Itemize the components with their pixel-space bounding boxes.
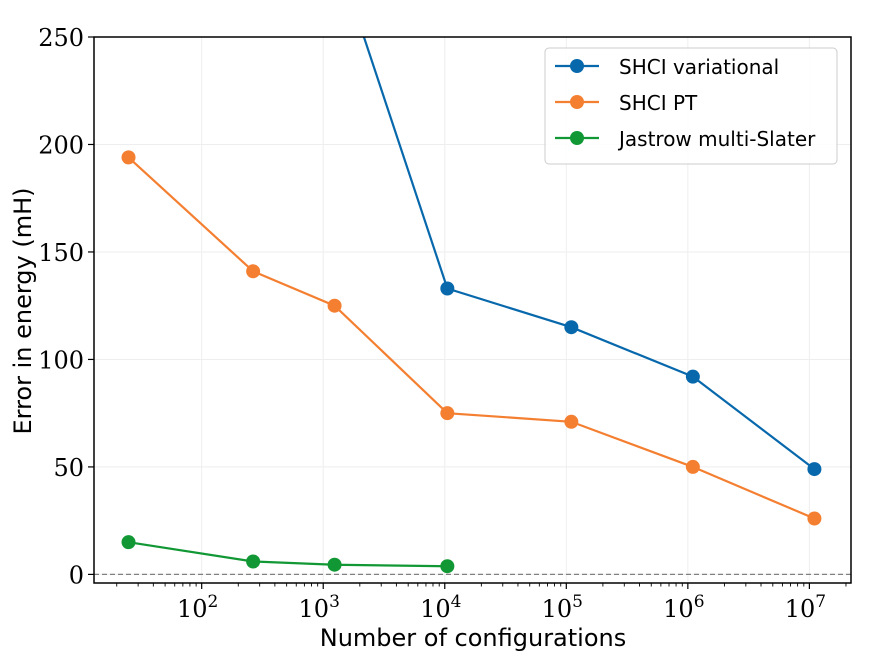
data-point bbox=[564, 320, 579, 335]
legend-marker bbox=[570, 59, 584, 73]
series-1 bbox=[121, 150, 822, 526]
data-point bbox=[121, 150, 136, 165]
x-axis-label: Number of configurations bbox=[320, 624, 627, 652]
data-point bbox=[440, 406, 455, 421]
legend-item: SHCI variational bbox=[555, 55, 779, 79]
series-layer bbox=[121, 37, 822, 574]
legend-label: SHCI PT bbox=[619, 91, 698, 115]
data-point bbox=[440, 559, 455, 574]
plot-frame bbox=[93, 36, 852, 584]
legend-box bbox=[544, 47, 838, 165]
x-tick-label: 102 bbox=[177, 592, 218, 623]
y-tick-label: 100 bbox=[38, 346, 84, 374]
y-axis-label: Error in energy (mH) bbox=[9, 187, 37, 434]
data-point bbox=[807, 511, 822, 526]
data-point bbox=[246, 554, 261, 569]
y-axis: 0 50 100 150 200 250 bbox=[38, 24, 94, 589]
legend-label: SHCI variational bbox=[619, 55, 779, 79]
data-point bbox=[807, 462, 822, 477]
x-tick-label: 107 bbox=[785, 592, 826, 623]
data-point bbox=[685, 369, 700, 384]
data-point bbox=[685, 459, 700, 474]
legend: SHCI variational SHCI PT Jastrow multi-Sla… bbox=[544, 47, 838, 165]
legend-item: Jastrow multi-Slater bbox=[555, 127, 816, 151]
series-0 bbox=[362, 37, 822, 477]
data-point bbox=[327, 298, 342, 313]
x-axis: 102 103 104 105 106 107 bbox=[116, 583, 847, 623]
legend-marker bbox=[570, 131, 584, 145]
data-point bbox=[440, 281, 455, 296]
legend-item: SHCI PT bbox=[555, 91, 698, 115]
series-line bbox=[127, 156, 815, 520]
data-point bbox=[564, 414, 579, 429]
x-tick-label: 104 bbox=[420, 592, 461, 623]
data-point bbox=[246, 264, 261, 279]
y-tick-label: 50 bbox=[53, 454, 84, 482]
data-point bbox=[327, 557, 342, 572]
y-tick-label: 0 bbox=[69, 561, 84, 589]
x-tick-label: 106 bbox=[663, 592, 704, 623]
x-tick-label: 105 bbox=[542, 592, 583, 623]
legend-label: Jastrow multi-Slater bbox=[617, 127, 816, 151]
y-tick-label: 150 bbox=[38, 239, 84, 267]
x-tick-label: 103 bbox=[299, 592, 340, 623]
legend-marker bbox=[570, 95, 584, 109]
data-point bbox=[121, 535, 136, 550]
y-tick-label: 200 bbox=[38, 131, 84, 159]
series-line bbox=[128, 541, 448, 568]
y-tick-label: 250 bbox=[38, 24, 84, 52]
series-2 bbox=[121, 535, 455, 574]
